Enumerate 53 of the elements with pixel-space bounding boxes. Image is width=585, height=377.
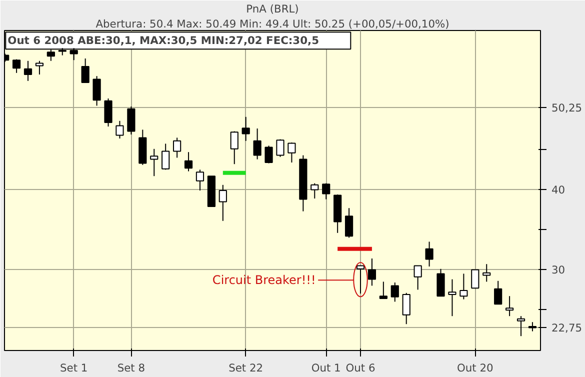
candlestick xyxy=(230,130,238,165)
candlestick xyxy=(104,98,112,127)
candlestick xyxy=(116,120,124,139)
candlestick xyxy=(150,148,158,177)
candlestick xyxy=(379,281,388,299)
candlestick xyxy=(173,137,182,158)
candlestick xyxy=(322,182,330,200)
x-tick-label: Set 1 xyxy=(60,362,88,374)
candlestick xyxy=(162,143,170,170)
candlestick xyxy=(425,241,434,267)
x-tick-label: Set 22 xyxy=(228,362,264,374)
candlestick xyxy=(218,184,227,222)
candlestick xyxy=(92,76,101,106)
y-tick-label: 22,75 xyxy=(552,322,582,335)
y-tick-label: 30 xyxy=(552,264,566,277)
x-tick-label: Out 6 xyxy=(346,362,376,374)
candlestick xyxy=(81,58,90,83)
candlestick xyxy=(253,128,262,160)
candlestick xyxy=(288,142,296,163)
candlestick xyxy=(448,278,456,317)
candlestick xyxy=(264,145,273,164)
candlestick xyxy=(12,58,21,74)
candlestick xyxy=(344,208,354,238)
candlestick xyxy=(516,316,526,337)
annotation: Circuit Breaker!!! xyxy=(212,273,316,288)
x-tick-label: Out 20 xyxy=(457,362,494,374)
y-tick-label: 40 xyxy=(552,184,566,197)
candlestick xyxy=(196,169,204,191)
candlestick xyxy=(127,106,136,135)
candlestick xyxy=(494,280,502,305)
candlestick xyxy=(436,268,445,297)
candlestick xyxy=(24,60,32,82)
x-tick-label: Set 8 xyxy=(117,362,146,374)
chart-title: PnA (BRL) xyxy=(246,2,299,16)
x-tick-label: Out 1 xyxy=(311,362,341,374)
chart-subtitle: Abertura: 50.4 Max: 50.49 Min: 49.4 Ult: 50.25 (+00,05/+00,10%) xyxy=(96,18,450,30)
annotation: Out 6 2008 ABE:30,1, MAX:30,5 MIN:27,02 FEC:30,5 xyxy=(8,34,319,48)
candlestick xyxy=(390,282,399,302)
candlestick xyxy=(35,60,44,75)
candlestick xyxy=(505,296,514,317)
y-tick-label: 50,25 xyxy=(552,102,582,115)
candlestick xyxy=(482,264,491,282)
candlestick xyxy=(402,292,410,325)
candlestick xyxy=(242,116,250,142)
candlestick xyxy=(310,182,319,199)
candlestick xyxy=(276,138,284,158)
candlestick xyxy=(460,273,468,300)
candlestick xyxy=(414,265,422,290)
candlestick xyxy=(368,258,376,286)
candlestick xyxy=(184,152,193,172)
candlestick xyxy=(528,322,537,332)
candlestick xyxy=(471,269,480,289)
candlestick xyxy=(356,265,365,294)
